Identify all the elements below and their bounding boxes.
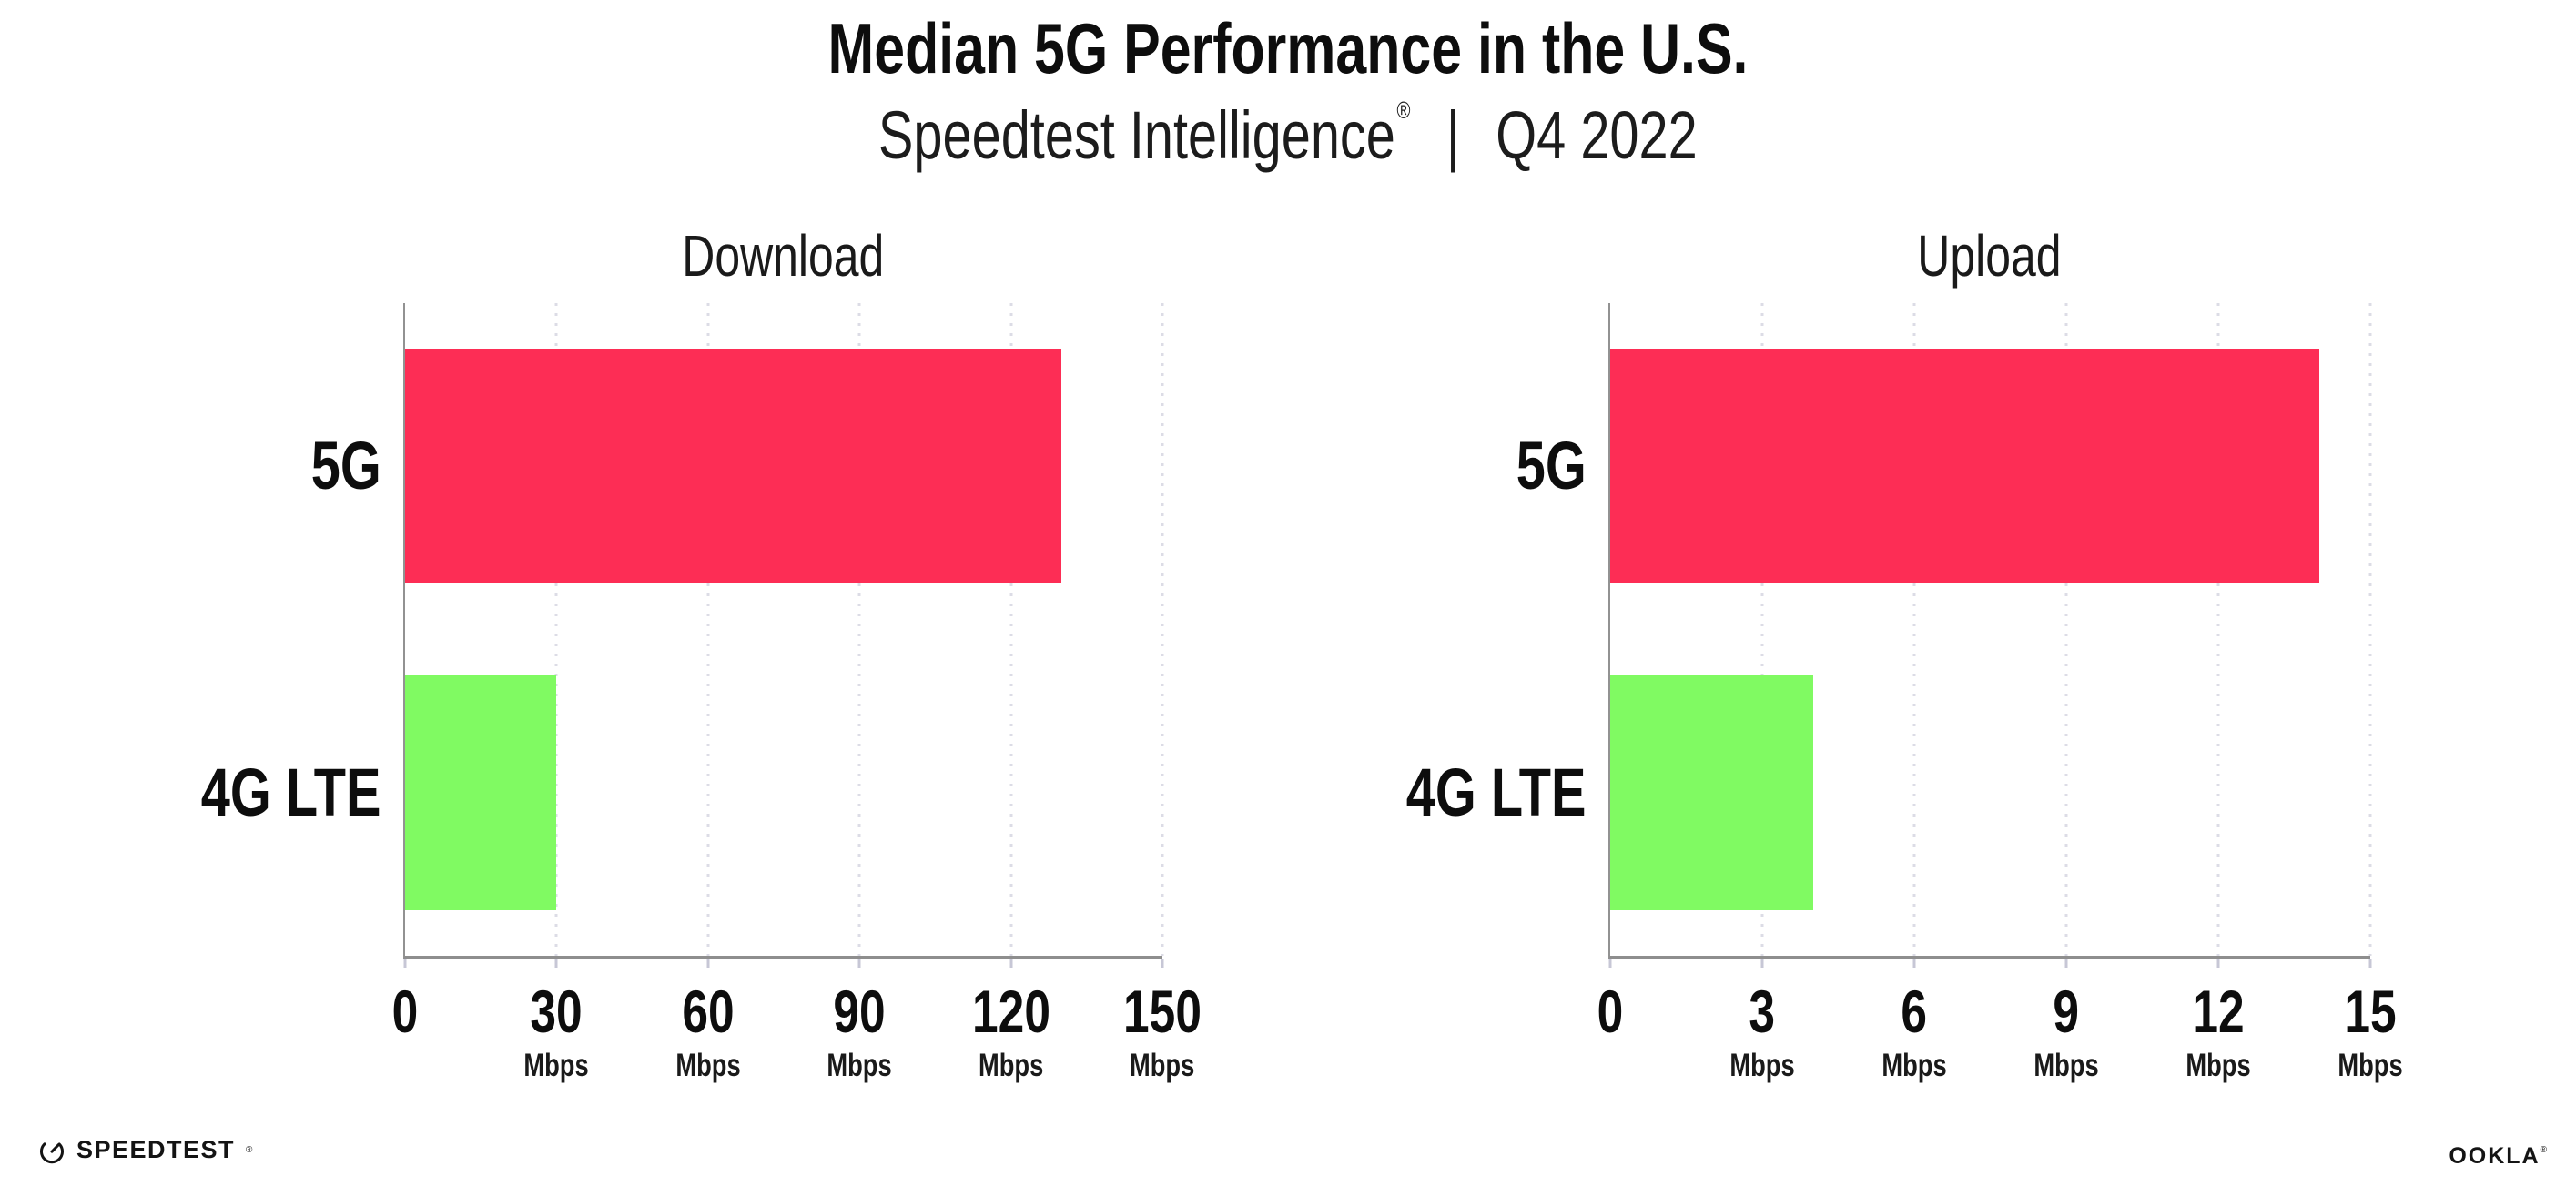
x-tick-label: 3 Mbps [1720, 981, 1803, 1081]
speedtest-registered-mark: ® [246, 1145, 253, 1155]
x-tick-label: 150 Mbps [1112, 981, 1212, 1081]
x-tick-label: 0 [1594, 981, 1628, 1041]
speedtest-logo-text: SPEEDTEST [76, 1136, 236, 1163]
bar-4g-lte [405, 675, 557, 910]
ookla-logo-text: OOKLA [2449, 1143, 2541, 1169]
x-tick-label: 9 Mbps [2024, 981, 2107, 1081]
x-tick-unit: Mbps [1881, 1048, 1947, 1083]
x-tick-label: 15 Mbps [2328, 981, 2411, 1081]
x-tick-unit: Mbps [2033, 1048, 2099, 1083]
tick-mark [1760, 959, 1764, 968]
tick-mark [1009, 959, 1013, 968]
upload-plot-area: 0 3 Mbps 6 Mbps 9 Mbps 12 Mbps 15 Mbps 5G 4G LTE [1406, 303, 2403, 1081]
x-tick-value: 12 [2192, 978, 2245, 1045]
tick-mark [554, 959, 558, 968]
x-tick-value: 0 [1597, 978, 1624, 1045]
tick-mark [2216, 959, 2220, 968]
ookla-registered-mark: ® [2540, 1145, 2547, 1155]
download-plot-area: 0 30 Mbps 60 Mbps 90 Mbps 120 Mbps 150 Mbps 5G 4G LT… [201, 303, 1202, 1081]
x-tick-value: 60 [682, 978, 735, 1045]
x-tick-value: 9 [2053, 978, 2080, 1045]
tick-mark [706, 959, 710, 968]
gridline [2216, 303, 2220, 956]
x-tick-value: 120 [971, 978, 1050, 1045]
download-chart-title: Download [681, 223, 885, 289]
bar-5g [1610, 349, 2320, 584]
x-tick-value: 6 [1901, 978, 1928, 1045]
category-label-4g-lte: 4G LTE [201, 754, 381, 830]
x-tick-label: 120 Mbps [961, 981, 1061, 1081]
speedtest-gauge-icon [39, 1139, 65, 1163]
page-title: Median 5G Performance in the U.S. [0, 13, 2576, 84]
x-tick-unit: Mbps [1130, 1048, 1195, 1083]
x-tick-unit: Mbps [2338, 1048, 2403, 1083]
x-tick-label: 0 [389, 981, 422, 1041]
x-tick-value: 90 [833, 978, 886, 1045]
subtitle-brand: Speedtest Intelligence [878, 97, 1396, 173]
x-tick-unit: Mbps [827, 1048, 892, 1083]
gridline [2064, 303, 2068, 956]
x-tick-unit: Mbps [1729, 1048, 1795, 1083]
speedtest-logo: SPEEDTEST ® [38, 1136, 252, 1164]
gridline [706, 303, 710, 956]
ookla-logo: OOKLA® [2449, 1143, 2547, 1170]
gridline [1912, 303, 1916, 956]
x-tick-value: 3 [1749, 978, 1776, 1045]
category-label-5g: 5G [310, 428, 381, 504]
x-tick-value: 150 [1123, 978, 1202, 1045]
bar-4g-lte [1610, 675, 1813, 910]
download-chart-panel: Download 0 30 Mbps 60 Mbps 90 Mbps 120 Mbps 150 Mb… [201, 227, 1202, 1081]
tick-mark [1161, 959, 1164, 968]
x-tick-unit: Mbps [523, 1048, 590, 1083]
category-label-5g: 5G [1516, 428, 1587, 504]
page-title-text: Median 5G Performance in the U.S. [827, 8, 1749, 88]
x-tick-label: 30 Mbps [515, 981, 598, 1081]
x-tick-unit: Mbps [2186, 1048, 2251, 1083]
gridline [554, 303, 558, 956]
gridline [857, 303, 861, 956]
upload-chart-panel: Upload 0 3 Mbps 6 Mbps 9 Mbps 12 Mbps 15 Mbps 5G 4G … [1406, 227, 2403, 1081]
gridline [1009, 303, 1013, 956]
tick-mark [1912, 959, 1916, 968]
x-tick-value: 15 [2344, 978, 2397, 1045]
chart-subtitle: Speedtest Intelligence® | Q4 2022 [0, 98, 2576, 169]
x-tick-value: 0 [391, 978, 419, 1045]
bar-5g [405, 349, 1062, 584]
gridline [1760, 303, 1764, 956]
x-tick-value: 30 [530, 978, 583, 1045]
x-tick-label: 60 Mbps [666, 981, 749, 1081]
tick-mark [2064, 959, 2068, 968]
x-tick-unit: Mbps [675, 1048, 741, 1083]
subtitle-separator: | [1446, 97, 1461, 173]
registered-mark: ® [1396, 96, 1411, 124]
tick-mark [403, 959, 407, 968]
subtitle-period: Q4 2022 [1496, 97, 1698, 173]
x-tick-label: 90 Mbps [817, 981, 900, 1081]
x-tick-unit: Mbps [978, 1048, 1044, 1083]
gridline [2368, 303, 2372, 956]
x-tick-label: 12 Mbps [2176, 981, 2259, 1081]
x-tick-label: 6 Mbps [1872, 981, 1955, 1081]
category-label-4g-lte: 4G LTE [1406, 754, 1587, 830]
tick-mark [857, 959, 861, 968]
gridline [1161, 303, 1164, 956]
tick-mark [1608, 959, 1612, 968]
upload-chart-title: Upload [1917, 223, 2062, 289]
tick-mark [2368, 959, 2372, 968]
